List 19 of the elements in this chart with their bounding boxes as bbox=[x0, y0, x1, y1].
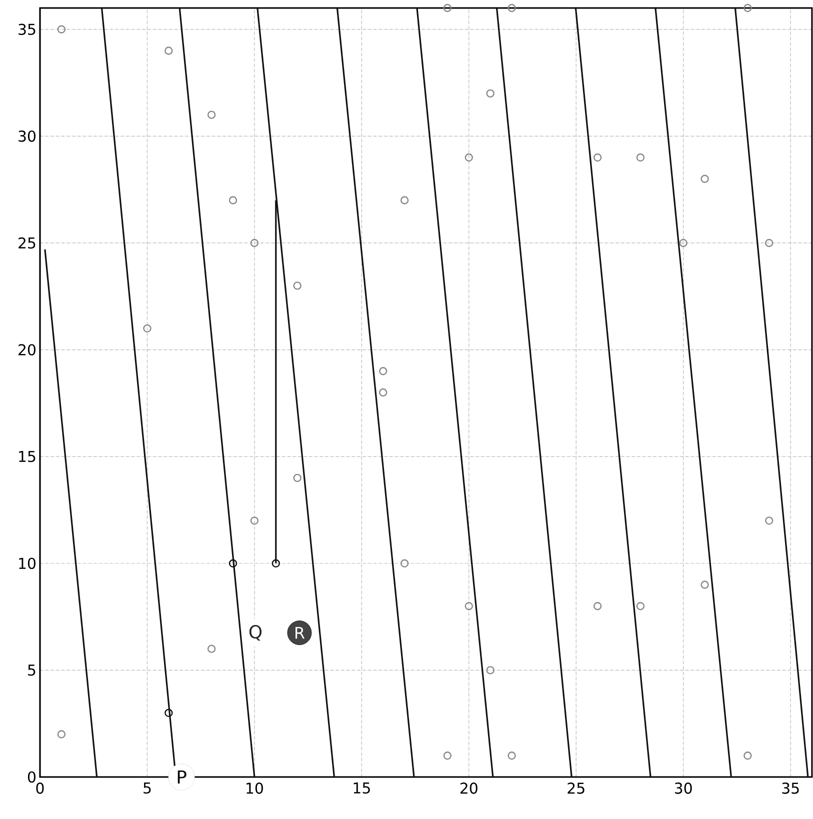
y-tick-label: 5 bbox=[28, 664, 36, 676]
x-tick-label: 15 bbox=[354, 782, 370, 794]
x-tick-label: 30 bbox=[675, 782, 692, 794]
x-tick-label: 10 bbox=[246, 782, 264, 794]
x-tick-label: 25 bbox=[568, 782, 584, 794]
x-tick-label: 5 bbox=[144, 782, 151, 794]
y-tick-label: 0 bbox=[28, 771, 36, 783]
x-tick-label: 20 bbox=[460, 782, 478, 794]
x-tick-label: 0 bbox=[36, 782, 44, 794]
annotation: R bbox=[296, 626, 305, 639]
y-tick-label: 15 bbox=[19, 451, 36, 462]
y-tick-label: 10 bbox=[19, 558, 36, 570]
y-tick-label: 20 bbox=[18, 344, 36, 356]
y-tick-label: 30 bbox=[18, 130, 36, 142]
annotation: Q bbox=[250, 624, 262, 641]
y-tick-label: 25 bbox=[18, 237, 36, 249]
y-tick-label: 35 bbox=[18, 24, 36, 36]
annotation: P bbox=[178, 770, 186, 784]
x-tick-label: 35 bbox=[782, 782, 799, 794]
